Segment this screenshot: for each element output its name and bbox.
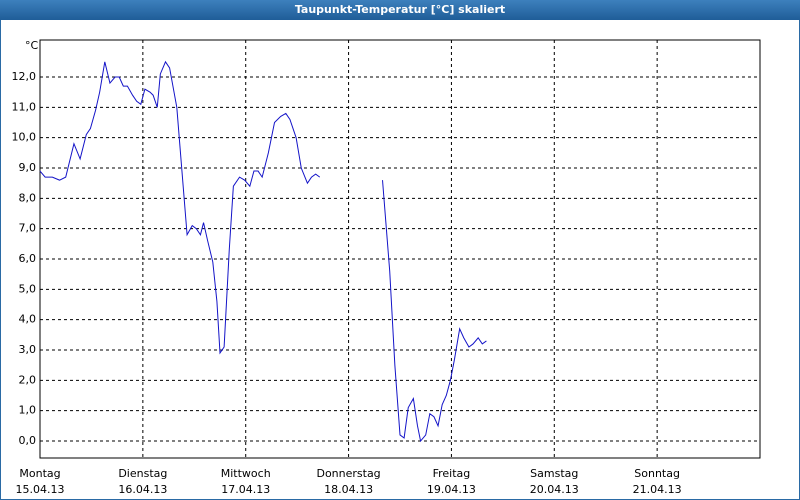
data-line xyxy=(39,60,487,443)
y-tick-label: 2,0 xyxy=(19,373,37,386)
y-tick-label: 6,0 xyxy=(19,252,37,265)
x-tick-label: Montag xyxy=(19,467,60,480)
y-tick-label: 7,0 xyxy=(19,222,37,235)
x-tick-date: 15.04.13 xyxy=(16,483,65,496)
plot-area xyxy=(39,39,761,459)
y-tick-label: 11,0 xyxy=(12,100,37,113)
y-tick-label: 8,0 xyxy=(19,191,37,204)
x-tick-date: 19.04.13 xyxy=(427,483,476,496)
y-tick-label: 12,0 xyxy=(12,70,37,83)
x-tick-label: Donnerstag xyxy=(316,467,380,480)
x-tick-label: Freitag xyxy=(433,467,471,480)
y-tick-label: 1,0 xyxy=(19,404,37,417)
x-tick-label: Dienstag xyxy=(118,467,167,480)
y-tick-label: 0,0 xyxy=(19,434,37,447)
x-tick-date: 20.04.13 xyxy=(530,483,579,496)
y-tick-label: 3,0 xyxy=(19,343,37,356)
x-tick-date: 17.04.13 xyxy=(221,483,270,496)
x-tick-label: Sonntag xyxy=(634,467,680,480)
title-bar xyxy=(0,0,800,20)
y-unit: °C xyxy=(25,39,39,52)
x-tick-date: 16.04.13 xyxy=(118,483,167,496)
chart-title: Taupunkt-Temperatur [°C] skaliert xyxy=(295,3,505,16)
x-tick-date: 21.04.13 xyxy=(633,483,682,496)
y-tick-label: 10,0 xyxy=(12,131,37,144)
y-tick-label: 4,0 xyxy=(19,313,37,326)
x-tick-label: Samstag xyxy=(530,467,578,480)
y-tick-label: 9,0 xyxy=(19,161,37,174)
x-tick-label: Mittwoch xyxy=(221,467,271,480)
y-tick-label: 5,0 xyxy=(19,282,37,295)
x-tick-date: 18.04.13 xyxy=(324,483,373,496)
